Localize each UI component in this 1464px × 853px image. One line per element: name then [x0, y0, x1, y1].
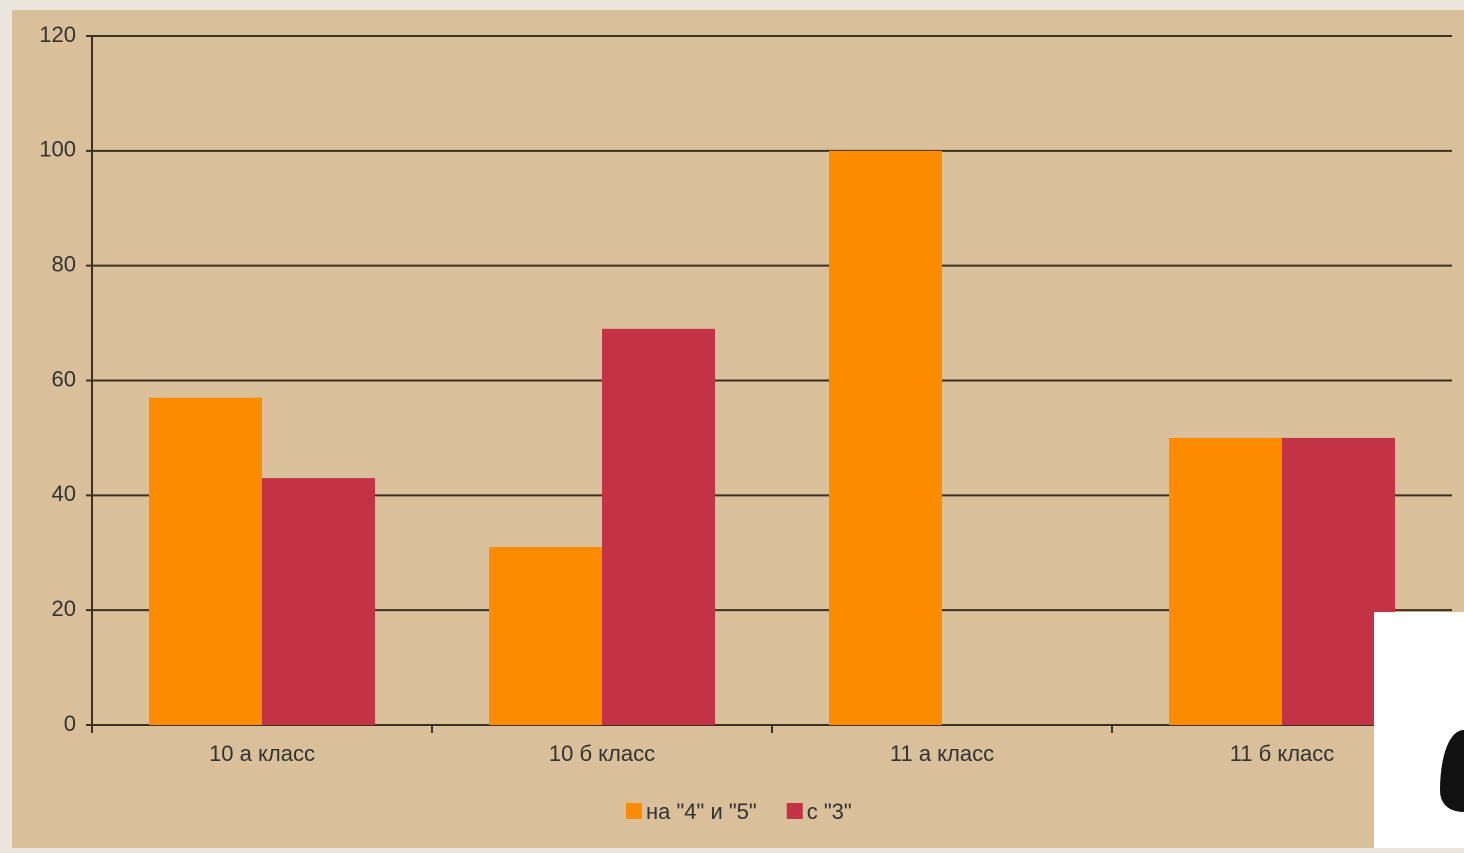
- x-tick-label: 11 б класс: [1230, 741, 1335, 766]
- y-tick-label: 100: [39, 137, 76, 162]
- x-tick-label: 10 б класс: [549, 741, 655, 766]
- y-tick-label: 80: [52, 251, 76, 276]
- bar: [829, 150, 942, 726]
- bar: [602, 328, 715, 725]
- bar: [149, 397, 262, 725]
- x-tick-label: 10 а класс: [209, 741, 315, 766]
- y-tick-label: 0: [64, 711, 76, 736]
- legend-swatch: [626, 803, 642, 819]
- overlay-box: [1374, 612, 1464, 848]
- bar: [1169, 437, 1282, 725]
- bar: [489, 547, 602, 725]
- legend-label: на "4" и "5": [646, 799, 757, 824]
- legend-label: с "3": [807, 799, 852, 824]
- bar: [262, 478, 375, 725]
- legend-swatch: [786, 803, 803, 819]
- overlay-icon: [1440, 730, 1464, 812]
- y-tick-label: 60: [52, 366, 76, 391]
- y-tick-label: 20: [52, 596, 76, 621]
- y-tick-label: 120: [39, 22, 76, 47]
- y-tick-label: 40: [52, 481, 76, 506]
- x-tick-label: 11 а класс: [890, 741, 994, 766]
